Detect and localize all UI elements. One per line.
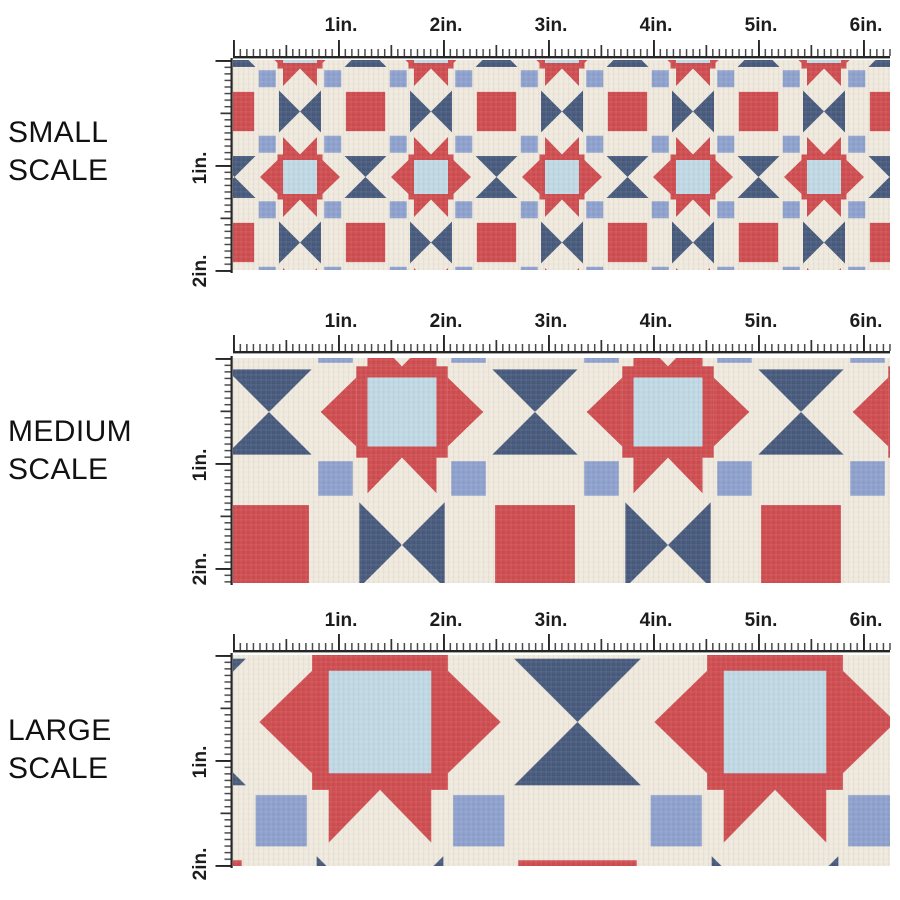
ruler-inch-label: 5in. bbox=[744, 610, 778, 631]
scale-label-line: SCALE bbox=[8, 453, 109, 486]
scale-label-large: LARGE SCALE bbox=[8, 712, 112, 788]
scale-label-line: SCALE bbox=[8, 752, 109, 785]
ruler-inch-label: 1in. bbox=[324, 610, 358, 631]
ruler-side-label: 1in. bbox=[190, 745, 211, 779]
ruler-inch-label: 2in. bbox=[429, 311, 463, 332]
fabric-swatch-small bbox=[233, 60, 890, 270]
horizontal-ruler-medium bbox=[233, 331, 891, 354]
fabric-swatch-large bbox=[233, 655, 890, 866]
scale-label-line: MEDIUM bbox=[8, 415, 133, 448]
scale-label-line: SCALE bbox=[8, 154, 109, 187]
ruler-inch-label: 1in. bbox=[324, 15, 358, 36]
scale-label-medium: MEDIUM SCALE bbox=[8, 413, 132, 489]
ruler-inch-label: 4in. bbox=[639, 610, 673, 631]
ruler-inch-label: 5in. bbox=[744, 15, 778, 36]
ruler-side-label: 2in. bbox=[190, 847, 211, 881]
ruler-side-label: 1in. bbox=[190, 151, 211, 185]
ruler-inch-label: 3in. bbox=[534, 311, 568, 332]
ruler-inch-label: 6in. bbox=[849, 15, 883, 36]
horizontal-ruler-large bbox=[233, 630, 891, 653]
ruler-inch-label: 6in. bbox=[849, 311, 883, 332]
ruler-inch-label: 4in. bbox=[639, 311, 673, 332]
ruler-inch-label: 3in. bbox=[534, 15, 568, 36]
horizontal-ruler-small bbox=[233, 36, 891, 59]
vertical-ruler-medium bbox=[210, 356, 233, 585]
ruler-side-label: 2in. bbox=[190, 552, 211, 586]
vertical-ruler-large bbox=[210, 653, 233, 868]
ruler-inch-label: 4in. bbox=[639, 15, 673, 36]
fabric-swatch-medium bbox=[233, 358, 890, 583]
ruler-inch-label: 5in. bbox=[744, 311, 778, 332]
ruler-inch-label: 1in. bbox=[324, 311, 358, 332]
ruler-inch-label: 2in. bbox=[429, 15, 463, 36]
ruler-inch-label: 2in. bbox=[429, 610, 463, 631]
vertical-ruler-small bbox=[210, 58, 233, 273]
scale-label-line: SMALL bbox=[8, 116, 109, 149]
ruler-inch-label: 6in. bbox=[849, 610, 883, 631]
ruler-side-label: 1in. bbox=[190, 448, 211, 482]
scale-label-line: LARGE bbox=[8, 714, 112, 747]
ruler-side-label: 2in. bbox=[190, 254, 211, 288]
scale-label-small: SMALL SCALE bbox=[8, 114, 108, 190]
ruler-inch-label: 3in. bbox=[534, 610, 568, 631]
